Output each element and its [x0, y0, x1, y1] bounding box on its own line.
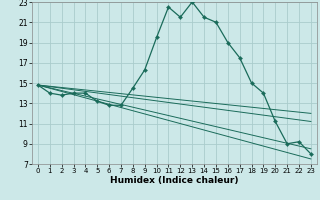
- X-axis label: Humidex (Indice chaleur): Humidex (Indice chaleur): [110, 176, 239, 185]
